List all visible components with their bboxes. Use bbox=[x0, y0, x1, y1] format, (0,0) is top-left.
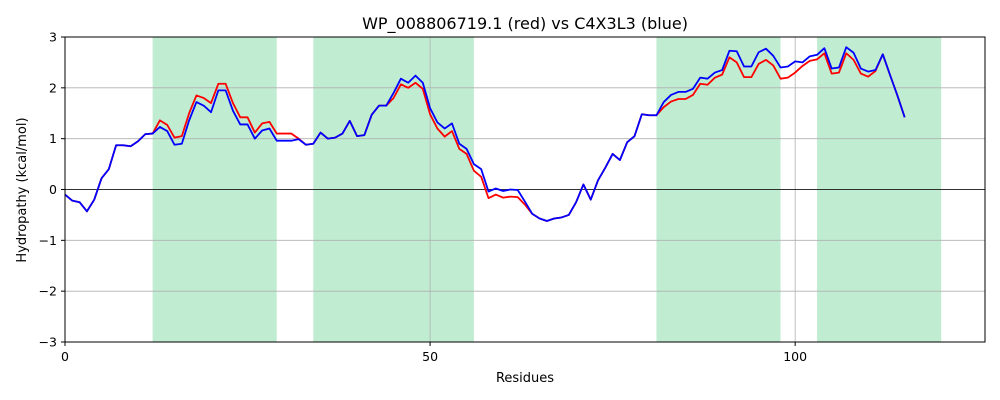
y-tick-label: 1 bbox=[49, 131, 57, 146]
y-tick-label: −1 bbox=[39, 233, 57, 248]
y-tick-label: 2 bbox=[49, 80, 57, 95]
chart-title: WP_008806719.1 (red) vs C4X3L3 (blue) bbox=[362, 14, 688, 34]
axis-ticks: 0 50 100 −3 −2 −1 0 1 2 3 bbox=[39, 30, 808, 365]
x-tick-label: 100 bbox=[783, 349, 807, 364]
series-line-wp-008806719-1 bbox=[64, 52, 906, 222]
x-axis-label: Residues bbox=[496, 371, 554, 386]
y-axis-label: Hydropathy (kcal/mol) bbox=[15, 117, 30, 262]
y-tick-label: 3 bbox=[49, 30, 57, 45]
x-tick-label: 50 bbox=[422, 349, 438, 364]
y-tick-label: −3 bbox=[39, 335, 57, 350]
y-tick-label: −2 bbox=[39, 284, 57, 299]
x-tick-label: 0 bbox=[61, 349, 69, 364]
y-tick-label: 0 bbox=[49, 182, 57, 197]
series-line-c4x3l3 bbox=[64, 46, 906, 222]
series-lines bbox=[64, 46, 906, 222]
